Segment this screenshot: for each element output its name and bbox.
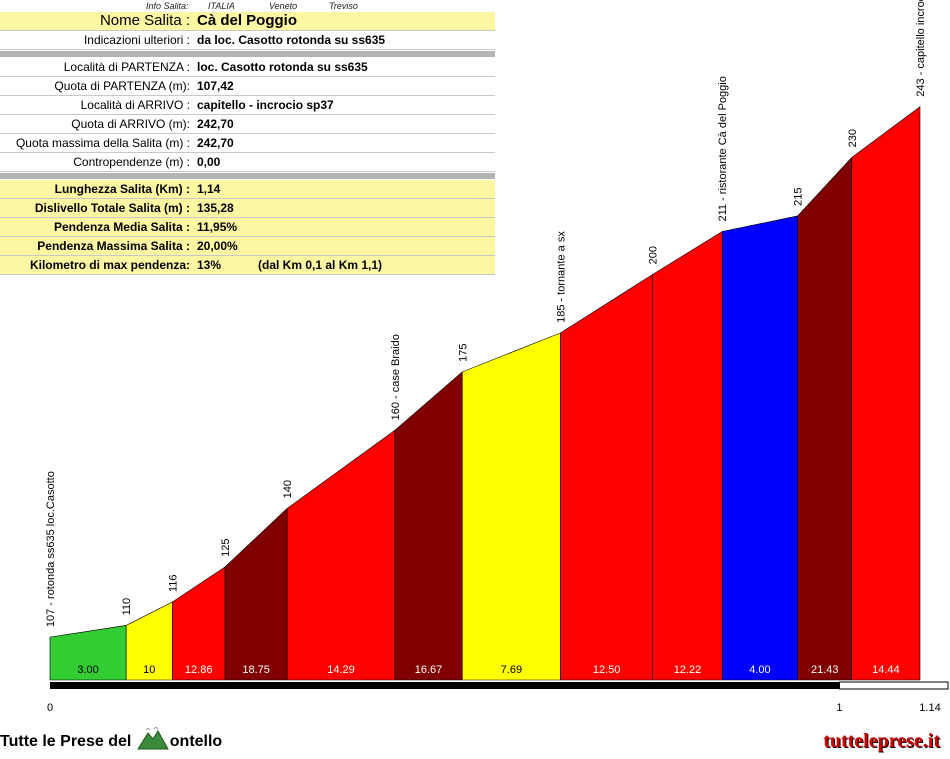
altitude-point-label: 211 - ristorante Cà del Poggio — [717, 76, 729, 221]
altitude-point-label: 160 - case Braido — [390, 334, 402, 420]
segment-grade-label: 18.75 — [242, 664, 270, 676]
row-arrivo: Località di ARRIVO : capitello - incroci… — [0, 96, 495, 115]
footer-brand-text-1: Tutte le Prese del — [0, 733, 132, 751]
quota-max-label: Quota massima della Salita (m) : — [15, 136, 190, 150]
altitude-point-label: 185 - tornante a sx — [556, 231, 568, 323]
dislivello-label: Dislivello Totale Salita (m) : — [34, 201, 190, 215]
indicazioni-value: da loc. Casotto rotonda su ss635 — [197, 33, 386, 47]
region-label: Veneto — [269, 1, 298, 11]
quota-arrivo-value: 242,70 — [197, 117, 234, 131]
pendenza-max-label: Pendenza Massima Salita : — [37, 239, 190, 253]
segment-grade-label: 12.22 — [674, 664, 702, 676]
altitude-point-label: 116 — [167, 574, 179, 592]
row-contropendenze: Contropendenze (m) : 0,00 — [0, 153, 495, 172]
quota-max-value: 242,70 — [197, 136, 234, 150]
indicazioni-label: Indicazioni ulteriori : — [83, 33, 190, 47]
segment-grade-label: 10 — [143, 664, 155, 676]
pendenza-max-value: 20,00% — [197, 239, 238, 253]
row-dislivello: Dislivello Totale Salita (m) : 135,28 — [0, 199, 495, 218]
row-partenza: Località di PARTENZA : loc. Casotto roto… — [0, 58, 495, 77]
segment-grade-label: 7.69 — [501, 664, 522, 676]
segment-grade-label: 4.00 — [749, 664, 770, 676]
profile-segment — [851, 106, 921, 681]
altitude-point-label: 125 — [220, 539, 232, 557]
quota-partenza-label: Quota di PARTENZA (m): — [54, 79, 190, 93]
profile-segment — [224, 507, 288, 681]
altitude-point-label: 230 — [847, 129, 859, 147]
row-lunghezza: Lunghezza Salita (Km) : 1,14 — [0, 180, 495, 199]
row-quota-max: Quota massima della Salita (m) : 242,70 — [0, 134, 495, 153]
country-label: ITALIA — [208, 1, 235, 11]
row-pendenza-max: Pendenza Massima Salita : 20,00% — [0, 237, 495, 256]
row-quota-arrivo: Quota di ARRIVO (m): 242,70 — [0, 115, 495, 134]
partenza-value: loc. Casotto rotonda su ss635 — [197, 60, 368, 74]
km-max-pendenza-range: (dal Km 0,1 al Km 1,1) — [258, 258, 383, 272]
profile-segment — [461, 332, 561, 681]
separator — [0, 173, 495, 179]
altitude-point-label: 107 - rotonda ss635 loc.Casotto — [45, 471, 57, 627]
row-indicazioni: Indicazioni ulteriori : da loc. Casotto … — [0, 31, 495, 50]
nome-salita-value: Cà del Poggio — [197, 12, 298, 29]
footer-website: tutteleprese.it — [823, 730, 940, 752]
arrivo-value: capitello - incrocio sp37 — [197, 98, 334, 112]
lunghezza-label: Lunghezza Salita (Km) : — [54, 182, 190, 196]
distance-bar-km — [50, 682, 840, 689]
profile-segment — [560, 273, 654, 681]
altitude-point-label: 215 — [793, 188, 805, 206]
partenza-label: Località di PARTENZA : — [63, 60, 190, 74]
row-pendenza-media: Pendenza Media Salita : 11,95% — [0, 218, 495, 237]
climb-info-table: Nome Salita : Cà del Poggio Indicazioni … — [0, 12, 495, 275]
km-max-pendenza-value: 13% — [197, 258, 222, 272]
row-quota-partenza: Quota di PARTENZA (m): 107,42 — [0, 77, 495, 96]
x-tick-label: 0 — [47, 702, 53, 714]
contropendenze-value: 0,00 — [197, 155, 221, 169]
profile-segment — [394, 371, 463, 681]
separator — [0, 51, 495, 57]
info-salita-label: Info Salita: — [146, 1, 189, 11]
profile-segment — [652, 230, 723, 681]
footer-brand-text-2: ontello — [169, 733, 223, 751]
row-nome-salita: Nome Salita : Cà del Poggio — [0, 12, 495, 31]
km-max-pendenza-label: Kilometro di max pendenza: — [29, 258, 190, 272]
row-km-max-pendenza: Kilometro di max pendenza: 13% (dal Km 0… — [0, 256, 495, 275]
profile-segment — [797, 156, 853, 681]
distance-bar-km — [838, 681, 949, 690]
segment-grade-label: 16.67 — [415, 664, 443, 676]
footer-brand: Tutte le Prese del ontello — [0, 727, 223, 751]
altitude-point-label: 200 — [648, 246, 660, 264]
nome-salita-label: Nome Salita : — [99, 12, 190, 29]
lunghezza-value: 1,14 — [197, 182, 221, 196]
dislivello-value: 135,28 — [197, 201, 234, 215]
arrivo-label: Località di ARRIVO : — [80, 98, 190, 112]
segment-grade-label: 12.50 — [593, 664, 621, 676]
info-salita-header: Info Salita: ITALIA Veneto Treviso — [0, 0, 495, 12]
segment-grade-label: 21.43 — [811, 664, 839, 676]
x-tick-label: 1 — [836, 702, 842, 714]
segment-grade-label: 12.86 — [185, 664, 213, 676]
segment-grade-label: 3.00 — [77, 664, 98, 676]
x-tick-label: 1.14 — [919, 702, 940, 714]
quota-arrivo-label: Quota di ARRIVO (m): — [71, 117, 190, 131]
profile-segment — [721, 215, 799, 681]
altitude-point-label: 243 - capitello incrocio sp37 — [915, 0, 927, 97]
province-label: Treviso — [329, 1, 358, 11]
profile-segment — [286, 429, 396, 681]
segment-grade-label: 14.29 — [327, 664, 355, 676]
segment-grade-label: 14.44 — [872, 664, 900, 676]
pendenza-media-label: Pendenza Media Salita : — [53, 220, 190, 234]
pendenza-media-value: 11,95% — [197, 220, 238, 234]
altitude-point-label: 175 — [457, 344, 469, 362]
contropendenze-label: Contropendenze (m) : — [73, 155, 190, 169]
altitude-point-label: 140 — [282, 480, 294, 498]
altitude-point-label: 110 — [121, 598, 133, 616]
quota-partenza-value: 107,42 — [197, 79, 234, 93]
mountain-logo-icon — [136, 727, 169, 750]
